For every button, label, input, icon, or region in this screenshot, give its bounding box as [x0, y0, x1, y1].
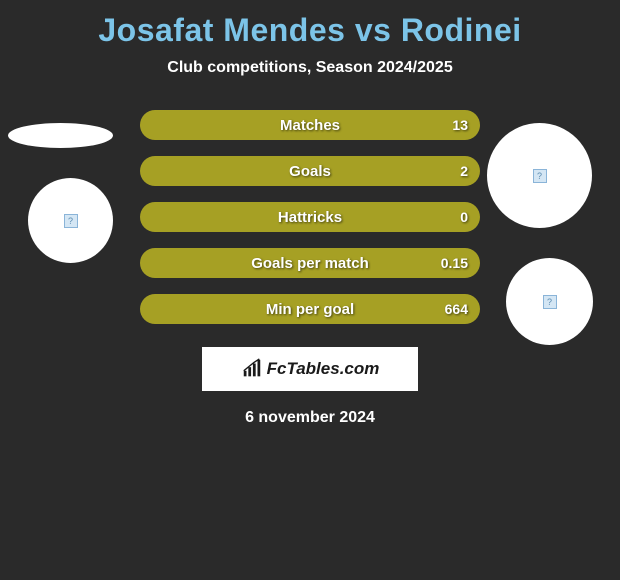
stat-label: Hattricks: [278, 209, 342, 226]
avatar-circle-left: [28, 178, 113, 263]
stat-value: 13: [452, 117, 468, 133]
stat-bar: Min per goal 664: [140, 294, 480, 324]
stat-bar: Goals per match 0.15: [140, 248, 480, 278]
brand-box: FcTables.com: [202, 347, 418, 391]
stat-label: Min per goal: [266, 301, 354, 318]
stat-label: Goals per match: [251, 255, 369, 272]
avatar-circle-right-bottom: [506, 258, 593, 345]
stat-value: 2: [460, 163, 468, 179]
stat-value: 0.15: [441, 255, 468, 271]
placeholder-icon: [543, 295, 557, 309]
placeholder-icon: [533, 169, 547, 183]
brand-chart-icon: [241, 358, 263, 380]
stat-bar: Matches 13: [140, 110, 480, 140]
stat-label: Matches: [280, 117, 340, 134]
date-text: 6 november 2024: [10, 409, 610, 427]
stat-value: 0: [460, 209, 468, 225]
stat-label: Goals: [289, 163, 331, 180]
stat-value: 664: [445, 301, 468, 317]
avatar-circle-right-top: [487, 123, 592, 228]
brand-label: FcTables.com: [267, 359, 380, 379]
stat-bar: Hattricks 0: [140, 202, 480, 232]
decorative-ellipse-left: [8, 123, 113, 148]
placeholder-icon: [64, 214, 78, 228]
subtitle: Club competitions, Season 2024/2025: [0, 59, 620, 77]
page-title: Josafat Mendes vs Rodinei: [0, 0, 620, 49]
stat-bar: Goals 2: [140, 156, 480, 186]
brand-text: FcTables.com: [241, 358, 380, 380]
